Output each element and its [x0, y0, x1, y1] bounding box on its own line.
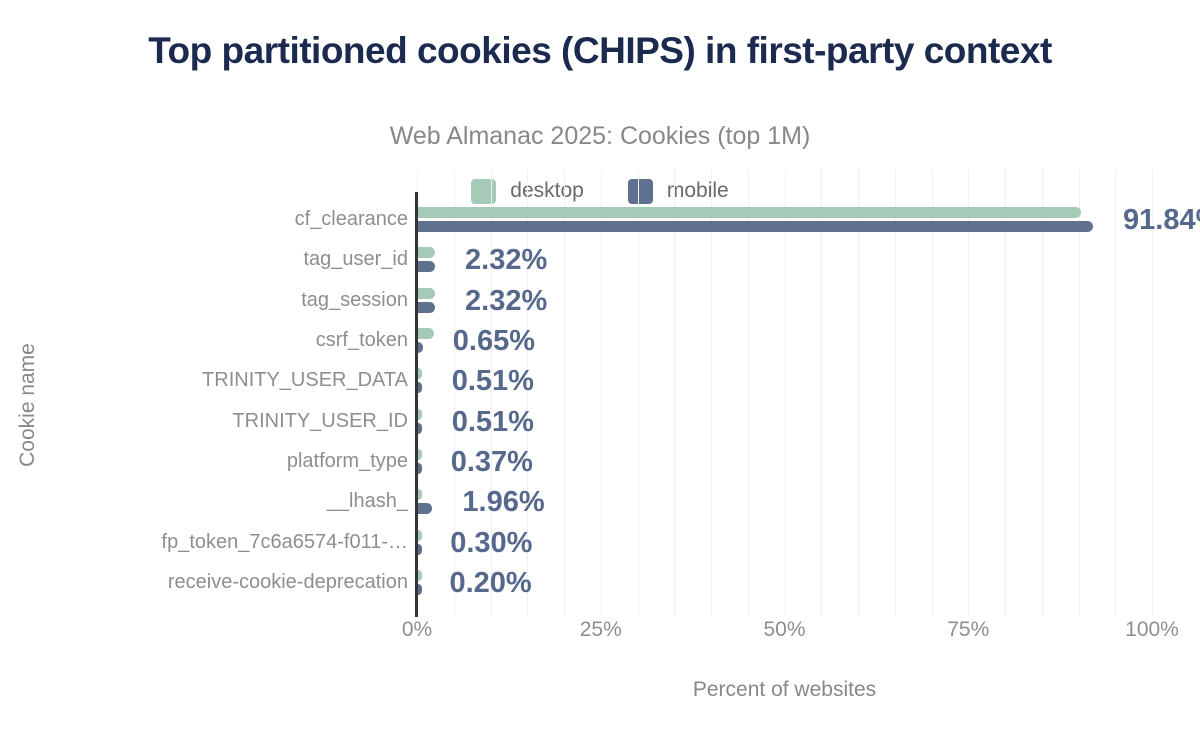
chart-title: Top partitioned cookies (CHIPS) in first… [148, 30, 1052, 71]
category-label: __lhash_ [326, 490, 408, 513]
mobile-bar [418, 221, 1094, 232]
gridline [968, 170, 970, 616]
value-label: 0.20% [449, 566, 532, 599]
gridline [453, 170, 455, 616]
mobile-bar [418, 422, 422, 434]
y-axis-line [415, 192, 418, 617]
gridline [674, 170, 676, 616]
desktop-bar [418, 287, 435, 299]
desktop-bar [418, 207, 1081, 218]
x-axis-title: Percent of websites [692, 678, 877, 701]
gridline [894, 170, 896, 616]
gridline [1115, 170, 1117, 616]
value-label: 91.84% [1123, 204, 1200, 236]
value-label: 0.51% [451, 405, 534, 438]
value-label: 0.51% [451, 365, 534, 398]
desktop-bar [418, 368, 423, 380]
gridline [564, 170, 565, 616]
y-axis-title: Cookie name [16, 343, 39, 467]
gridline [1005, 170, 1006, 616]
legend-label-desktop: desktop [510, 179, 584, 202]
category-label: platform_type [286, 449, 408, 472]
gridline [784, 170, 786, 616]
value-label: 0.30% [450, 526, 533, 559]
gridline [821, 170, 823, 616]
mobile-bar [418, 301, 436, 313]
value-label: 1.96% [462, 486, 545, 519]
mobile-bar [418, 503, 433, 515]
mobile-bar [418, 543, 422, 555]
category-label: fp_token_7c6a6574-f011-… [161, 530, 408, 553]
gridline [711, 170, 712, 616]
gridline [637, 170, 639, 616]
category-label: TRINITY_USER_DATA [202, 369, 408, 392]
category-label: tag_session [301, 288, 408, 311]
category-label: cf_clearance [294, 208, 408, 230]
mobile-bar [418, 382, 422, 394]
gridline [1041, 170, 1043, 616]
category-label: receive-cookie-deprecation [167, 570, 408, 593]
desktop-bar [418, 448, 422, 460]
gridline [931, 170, 933, 616]
x-tick-label: 0% [401, 618, 433, 641]
category-label: tag_user_id [303, 248, 408, 271]
gridline [747, 170, 749, 616]
legend-item-desktop[interactable]: desktop [471, 178, 584, 204]
mobile-series-swatch-icon [627, 178, 653, 204]
value-label: 0.65% [452, 324, 535, 357]
mobile-bar [418, 583, 422, 595]
x-tick-label: 100% [1125, 618, 1179, 641]
desktop-bar [418, 529, 422, 541]
desktop-bar [418, 569, 422, 581]
desktop-series-swatch-icon [471, 178, 497, 204]
desktop-bar [418, 247, 435, 259]
mobile-bar [418, 462, 422, 474]
chart-subtitle: Web Almanac 2025: Cookies (top 1M) [389, 122, 811, 150]
category-label: csrf_token [315, 328, 408, 351]
gridline [600, 170, 602, 616]
value-label: 2.32% [465, 244, 548, 277]
gridline [1152, 170, 1153, 616]
gridline [490, 170, 492, 616]
legend-label-mobile: mobile [666, 179, 729, 202]
mobile-bar [418, 261, 436, 273]
desktop-bar [418, 489, 422, 501]
gridline [1078, 170, 1080, 616]
x-tick-label: 25% [579, 618, 622, 641]
mobile-bar [418, 341, 423, 353]
value-label: 2.32% [465, 284, 548, 317]
value-label: 0.37% [450, 445, 533, 478]
x-tick-label: 75% [947, 618, 990, 641]
desktop-bar [418, 408, 423, 420]
legend: desktop mobile [0, 177, 1200, 205]
x-tick-label: 50% [763, 618, 806, 641]
legend-item-mobile[interactable]: mobile [627, 178, 729, 204]
category-label: TRINITY_USER_ID [232, 409, 408, 432]
desktop-bar [418, 327, 435, 339]
gridline [527, 170, 529, 616]
gridline [858, 170, 859, 616]
